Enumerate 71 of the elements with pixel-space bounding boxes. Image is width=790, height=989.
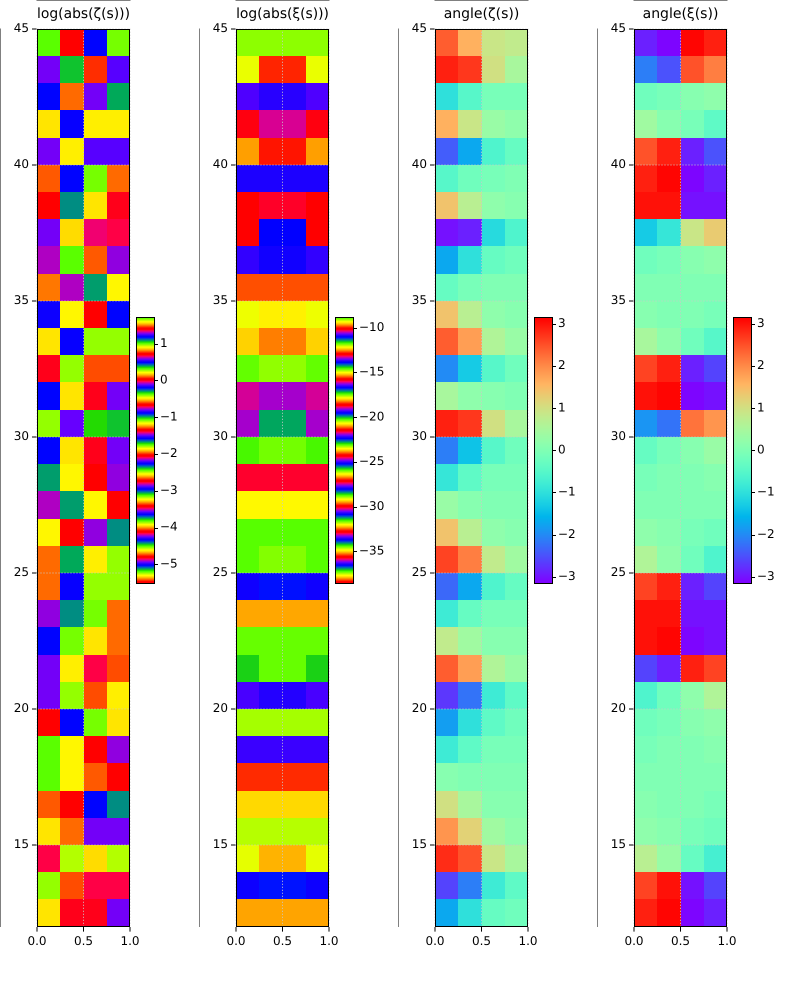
y-tick-label: 25 [14,565,29,580]
color-bar-label: −3 [558,568,576,583]
y-tick-label: 15 [14,837,29,852]
y-tick-label: 20 [212,701,228,716]
chart-title: log(abs(ξ(s))) [236,6,329,22]
color-bar-label: −30 [359,498,384,513]
color-bar-label: 2 [558,358,566,372]
x-tick-label: 1.0 [120,934,140,948]
x-tick-label: 0.0 [624,934,644,948]
color-bar-label: −2 [757,526,775,541]
color-bar-label: 0 [757,442,765,456]
x-tick-label: 0.5 [272,934,292,948]
x-tick-label: 0.0 [27,934,47,948]
y-tick-label: 45 [212,20,228,35]
x-tick-label: 1.0 [518,934,538,948]
y-tick-label: 35 [212,292,228,307]
chart-title: angle(ξ(s)) [642,6,718,22]
x-tick-label: 1.0 [319,934,339,948]
color-bar-label: 1 [160,336,168,350]
y-tick-label: 15 [610,837,626,852]
color-bar-label: 1 [757,400,765,414]
x-tick-label: 0.0 [425,934,445,948]
color-bar-label: −1 [160,409,178,424]
color-bar-label: 0 [160,372,168,387]
y-tick-label: 30 [14,429,29,444]
y-tick-label: 25 [412,565,427,580]
y-tick-label: 40 [212,156,228,171]
y-tick-label: 20 [14,701,29,716]
y-tick-label: 15 [412,837,427,852]
color-bar-label: −3 [160,482,178,497]
x-tick-label: 1.0 [717,934,737,948]
y-tick-label: 30 [212,429,228,444]
color-bar-label: 2 [757,358,765,372]
color-bar-label: 0 [558,442,566,456]
x-tick-label: 0.5 [74,934,94,948]
color-bar-label: −2 [160,446,178,460]
color-bar-label: −15 [359,364,384,379]
color-bar-label: −1 [558,484,576,499]
x-tick-label: 0.0 [226,934,246,948]
x-tick-label: 0.5 [472,934,492,948]
y-tick-label: 30 [610,429,626,444]
y-tick-label: 40 [14,156,29,171]
y-tick-label: 40 [412,156,427,171]
y-tick-label: 35 [14,292,29,307]
color-bar-label: −20 [359,409,384,424]
y-tick-label: 30 [412,429,427,444]
y-tick-label: 45 [610,20,626,35]
color-bar-label: 3 [558,316,566,330]
color-bar-label: −1 [757,484,775,499]
color-bar-label: −25 [359,454,384,468]
y-tick-label: 25 [610,565,626,580]
y-tick-label: 25 [212,565,228,580]
y-tick-label: 35 [412,292,427,307]
y-tick-label: 20 [610,701,626,716]
color-bar-label: −4 [160,520,178,534]
color-bar-label: −10 [359,320,384,334]
y-tick-label: 15 [212,837,228,852]
chart-title: angle(ζ(s)) [444,6,520,22]
color-bar-label: 1 [558,400,566,414]
chart-title: log(abs(ζ(s))) [37,6,130,22]
y-tick-label: 35 [610,292,626,307]
color-bar-label: −2 [558,526,576,541]
color-bar-label: −35 [359,544,384,558]
color-bar-label: 3 [757,316,765,330]
y-tick-label: 40 [610,156,626,171]
color-bar-label: −5 [160,556,178,570]
y-tick-label: 45 [14,20,29,35]
color-bar-label: −3 [757,568,775,583]
x-tick-label: 0.5 [670,934,690,948]
y-tick-label: 45 [412,20,427,35]
y-tick-label: 20 [412,701,427,716]
